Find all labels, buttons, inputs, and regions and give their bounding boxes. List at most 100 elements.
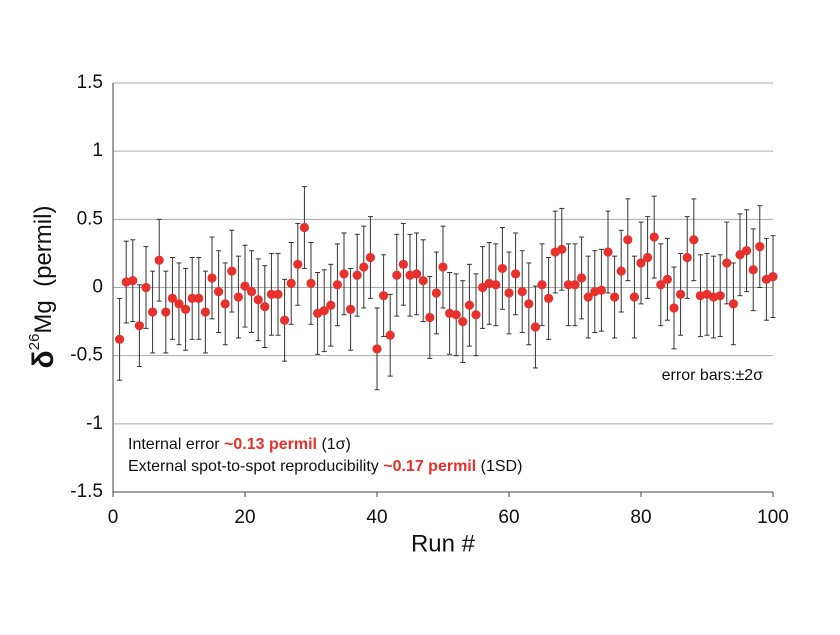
point	[557, 244, 567, 254]
y-tick-label: 0	[92, 277, 103, 298]
point	[253, 295, 263, 305]
x-axis-label: Run #	[411, 530, 476, 557]
y-label-sup: 26	[26, 334, 43, 351]
note: Internal error ~0.13 permil (1σ)	[128, 436, 351, 453]
point	[306, 278, 316, 289]
point	[115, 334, 125, 344]
point	[266, 289, 276, 299]
note-highlight: ~0.13 permil	[224, 436, 317, 453]
point	[299, 222, 309, 233]
annotation: error bars:±2σ	[662, 367, 763, 384]
y-tick-label: 0.5	[77, 208, 103, 229]
note-text: (1SD)	[476, 458, 522, 475]
point	[161, 307, 171, 317]
x-tick-label: 0	[108, 507, 119, 528]
point	[240, 281, 250, 291]
point	[768, 271, 778, 282]
point	[497, 263, 507, 274]
point	[365, 252, 375, 263]
point	[742, 246, 752, 256]
point	[563, 280, 574, 290]
point	[491, 280, 501, 290]
x-tick-label: 60	[498, 507, 519, 528]
point	[610, 292, 620, 302]
point	[478, 282, 488, 293]
point	[676, 289, 686, 299]
point	[352, 270, 362, 280]
point	[656, 280, 666, 290]
point	[398, 259, 408, 269]
y-tick-label: -0.5	[70, 345, 103, 366]
point	[510, 269, 521, 279]
point	[504, 288, 514, 298]
point	[214, 286, 224, 297]
point	[385, 330, 395, 340]
y-axis-label: δ26Mg (permil)	[26, 206, 60, 369]
point	[141, 282, 151, 293]
point	[649, 232, 659, 242]
point	[379, 291, 389, 301]
point	[247, 286, 257, 297]
y-tick-label: -1.5	[70, 481, 103, 502]
x-tick-label: 100	[757, 507, 789, 528]
x-tick-label: 20	[234, 507, 255, 528]
x-tick-label: 40	[366, 507, 387, 528]
point	[530, 322, 541, 332]
point	[154, 255, 164, 265]
y-label-rest: Mg (permil)	[30, 206, 57, 334]
point	[623, 235, 633, 245]
y-tick-label: -1	[86, 413, 103, 434]
point	[339, 269, 349, 279]
point	[603, 247, 613, 257]
point	[319, 306, 329, 316]
point	[233, 292, 243, 302]
point	[583, 292, 593, 302]
y-tick-label: 1.5	[77, 72, 103, 93]
point	[207, 273, 217, 283]
point	[662, 274, 673, 284]
point	[570, 280, 580, 290]
point	[425, 312, 435, 323]
point	[451, 310, 461, 320]
point	[755, 242, 765, 252]
point	[332, 280, 342, 290]
point	[293, 259, 303, 269]
note-text: (1σ)	[317, 436, 351, 453]
point	[359, 262, 369, 272]
point	[616, 266, 626, 276]
point	[418, 276, 428, 286]
point	[464, 300, 474, 310]
point	[134, 321, 144, 331]
point	[148, 307, 158, 317]
point	[596, 285, 607, 295]
point	[629, 292, 640, 302]
point	[471, 310, 481, 320]
point	[517, 286, 527, 297]
point	[286, 278, 296, 289]
note-highlight: ~0.17 permil	[383, 458, 476, 475]
point	[326, 300, 336, 310]
point	[458, 316, 468, 327]
point	[544, 293, 554, 304]
y-tick-label: 1	[92, 140, 103, 161]
y-label-symbol: δ	[27, 350, 60, 368]
point	[669, 303, 679, 313]
point	[260, 301, 270, 312]
point	[643, 252, 653, 263]
point	[682, 252, 692, 263]
note-text: External spot-to-spot reproducibility	[128, 458, 383, 475]
point	[227, 266, 237, 276]
point	[372, 344, 382, 354]
point	[728, 299, 739, 309]
point	[689, 235, 699, 245]
point	[537, 280, 547, 290]
point	[577, 273, 587, 283]
note-text: Internal error	[128, 436, 224, 453]
point	[722, 258, 732, 268]
x-tick-label: 80	[630, 507, 651, 528]
point	[735, 250, 745, 260]
note: External spot-to-spot reproducibility ~0…	[128, 458, 522, 475]
point	[181, 304, 191, 314]
point	[194, 293, 204, 304]
point	[220, 299, 230, 309]
